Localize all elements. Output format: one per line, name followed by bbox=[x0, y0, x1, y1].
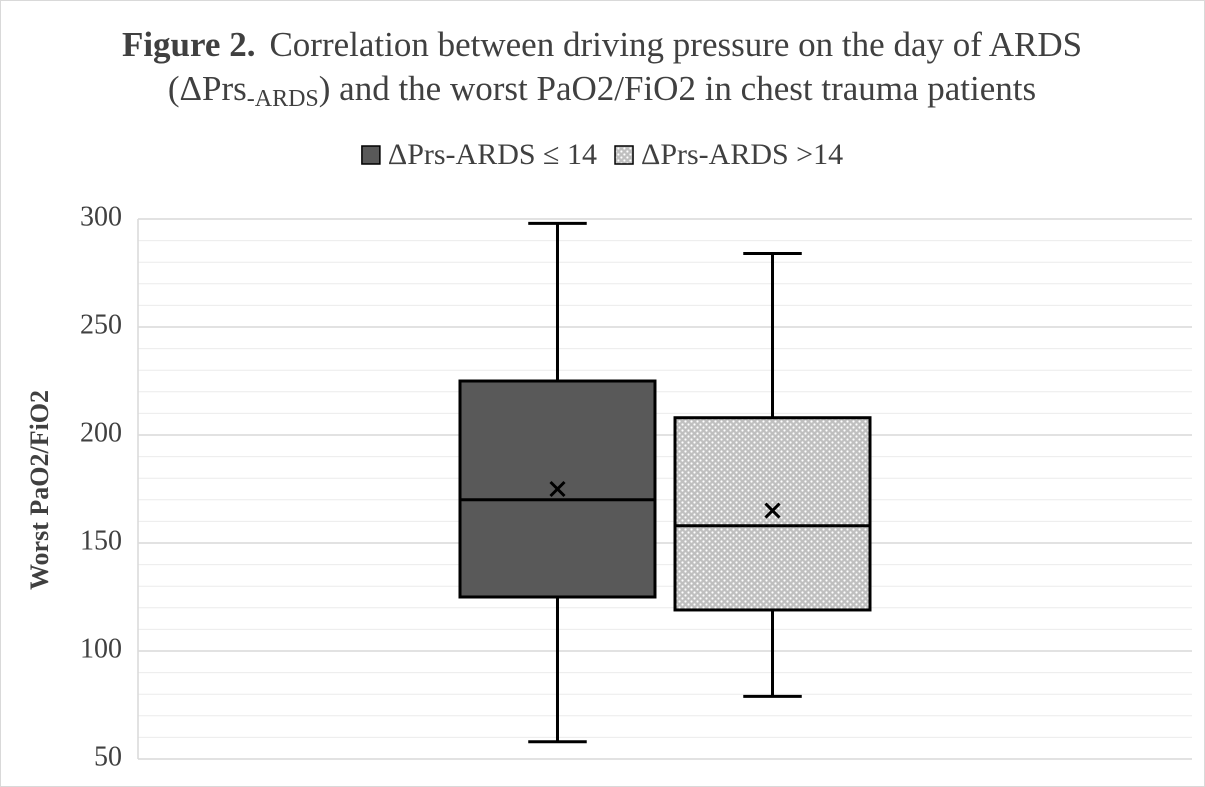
legend-label: ΔPrs-ARDS >14 bbox=[641, 138, 843, 171]
title-label: Figure 2. bbox=[122, 25, 256, 64]
title-part: (ΔPrs bbox=[168, 69, 247, 108]
mean-stroke bbox=[549, 480, 566, 498]
chart-title-line2: (ΔPrs-ARDS) and the worst PaO2/FiO2 in c… bbox=[168, 69, 1036, 111]
box bbox=[673, 416, 872, 612]
legend-swatch bbox=[361, 145, 381, 165]
mean-marker bbox=[549, 480, 566, 498]
y-tick-label: 50 bbox=[94, 741, 122, 772]
y-tick-label: 200 bbox=[80, 417, 122, 448]
y-tick-label: 150 bbox=[80, 525, 122, 556]
chart-title: Figure 2. Correlation between driving pre… bbox=[122, 25, 1082, 64]
mean-marker bbox=[764, 502, 781, 519]
mean-stroke bbox=[764, 502, 781, 519]
legend-swatch bbox=[614, 145, 634, 165]
y-tick-label: 250 bbox=[80, 309, 122, 340]
y-tick-label: 100 bbox=[80, 633, 122, 664]
title-line: Correlation between driving pressure on … bbox=[269, 25, 1082, 64]
legend-item: ΔPrs-ARDS ≤ 14 bbox=[361, 138, 597, 171]
legend: ΔPrs-ARDS ≤ 14 ΔPrs-ARDS >14 bbox=[361, 138, 843, 171]
title-part: ) and the worst PaO2/FiO2 in chest traum… bbox=[319, 69, 1036, 108]
legend-label: ΔPrs-ARDS ≤ 14 bbox=[388, 138, 597, 171]
y-axis-label: Worst PaO2/FiO2 bbox=[25, 390, 54, 590]
legend-item: ΔPrs-ARDS >14 bbox=[614, 138, 843, 171]
title-subscript: -ARDS bbox=[247, 86, 319, 112]
y-tick-label: 300 bbox=[80, 201, 122, 232]
